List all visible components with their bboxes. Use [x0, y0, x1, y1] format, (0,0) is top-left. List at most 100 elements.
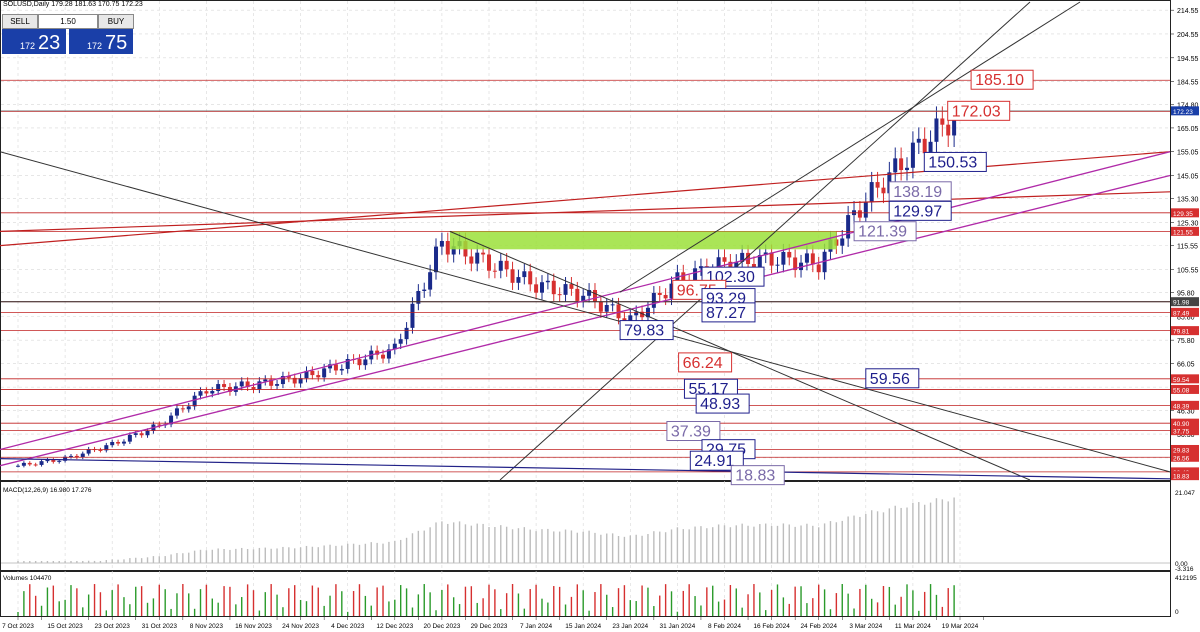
- candle-body: [857, 210, 862, 218]
- candle-body: [487, 254, 491, 271]
- candle-body: [810, 253, 815, 265]
- level-label-box: [619, 320, 674, 341]
- candle-body: [174, 408, 179, 416]
- candle-body: [492, 270, 497, 272]
- price-tag: [1171, 444, 1199, 454]
- y-tick-label: 165.05: [1177, 126, 1199, 133]
- level-label-box: [678, 352, 733, 373]
- price-tag: [1171, 297, 1199, 307]
- level-label: 59.56: [870, 371, 910, 388]
- sell-price-box[interactable]: 172 23: [2, 29, 66, 54]
- price-tag-label: 55.08: [1173, 387, 1190, 394]
- candle-body: [928, 141, 933, 154]
- candle-body: [322, 368, 327, 378]
- candle-body: [251, 386, 256, 390]
- candle-body: [863, 202, 868, 218]
- x-tick-label: 23 Jan 2024: [612, 623, 648, 630]
- candle-body: [445, 241, 450, 255]
- trendline: [0, 191, 1171, 232]
- candle-body: [675, 272, 680, 284]
- y-tick-label: 174.80: [1177, 103, 1199, 110]
- price-tag: [1171, 426, 1199, 436]
- x-tick-label: 16 Feb 2024: [753, 623, 790, 630]
- candle-body: [286, 376, 291, 378]
- y-tick-label: 204.55: [1177, 32, 1199, 39]
- buy-price-small: 172: [87, 41, 103, 51]
- level-label: 129.97: [893, 203, 942, 220]
- sell-button[interactable]: SELL: [2, 14, 38, 29]
- candle-body: [357, 359, 362, 366]
- candle-body: [316, 375, 321, 378]
- candle-body: [763, 252, 768, 256]
- candle-body: [616, 304, 621, 319]
- macd-tick-label: 0.00: [1175, 561, 1188, 568]
- candle-body: [239, 381, 244, 387]
- volume-tick-label: 412195: [1175, 575, 1197, 582]
- candle-body: [204, 391, 209, 394]
- candle-body: [439, 241, 444, 247]
- price-tag: [1171, 418, 1199, 428]
- level-label-box: [923, 151, 987, 172]
- x-tick-label: 19 Mar 2024: [942, 623, 979, 630]
- candle-body: [516, 277, 521, 283]
- candle-body: [787, 251, 792, 258]
- buy-price-box[interactable]: 172 75: [69, 29, 133, 54]
- price-tag-label: 37.75: [1173, 429, 1190, 436]
- green-zone: [449, 231, 837, 250]
- candle-body: [640, 311, 645, 318]
- volume-tick-label: 0: [1175, 609, 1179, 616]
- candle-body: [893, 158, 898, 173]
- buy-button[interactable]: BUY: [98, 14, 134, 29]
- y-tick-label: 184.55: [1177, 80, 1199, 87]
- y-tick-label: 135.30: [1177, 197, 1199, 204]
- candle-body: [63, 456, 68, 461]
- candle-body: [545, 280, 550, 283]
- macd-tick-label: 21.047: [1175, 490, 1195, 497]
- candle-body: [610, 304, 615, 306]
- price-tag: [1171, 326, 1199, 336]
- candle-body: [475, 252, 480, 264]
- candle-body: [910, 142, 915, 168]
- level-label-box: [853, 221, 917, 242]
- candle-body: [922, 138, 927, 154]
- lot-size-input[interactable]: 1.50: [38, 14, 98, 29]
- candle-body: [245, 381, 250, 387]
- candle-body: [940, 118, 945, 125]
- candle-body: [481, 252, 486, 255]
- x-tick-label: 4 Dec 2023: [331, 623, 365, 630]
- level-label: 150.53: [928, 154, 977, 171]
- candle-body: [528, 271, 533, 285]
- x-tick-label: 3 Mar 2024: [849, 623, 882, 630]
- y-tick-label: 75.80: [1177, 338, 1195, 345]
- candle-body: [57, 460, 62, 462]
- y-tick-label: 145.05: [1177, 173, 1199, 180]
- price-tag: [1171, 452, 1199, 462]
- level-label: 24.91: [694, 453, 734, 470]
- candle-body: [392, 343, 397, 350]
- price-tag-label: 40.90: [1173, 421, 1190, 428]
- x-tick-label: 11 Mar 2024: [895, 623, 931, 630]
- level-label-box: [666, 421, 721, 442]
- candle-body: [563, 284, 568, 295]
- price-tag: [1171, 226, 1199, 236]
- y-tick-label: 214.55: [1177, 8, 1199, 15]
- price-tag-label: 18.83: [1173, 474, 1190, 481]
- x-tick-label: 29 Dec 2023: [471, 623, 508, 630]
- candle-body: [21, 462, 26, 466]
- candle-body: [16, 465, 20, 467]
- x-tick-label: 23 Oct 2023: [94, 623, 130, 630]
- candle-body: [410, 303, 415, 328]
- level-label: 48.93: [700, 396, 740, 413]
- candle-body: [899, 158, 904, 171]
- candle-body: [881, 187, 886, 194]
- trendline: [0, 151, 1171, 473]
- candle-body: [381, 354, 386, 359]
- candle-body: [875, 182, 880, 188]
- level-label: 37.39: [671, 424, 711, 441]
- sell-price-big: 23: [38, 32, 61, 54]
- candle-body: [669, 283, 674, 299]
- candle-body: [68, 455, 73, 457]
- buy-price-big: 75: [105, 32, 128, 54]
- candle-body: [869, 182, 874, 203]
